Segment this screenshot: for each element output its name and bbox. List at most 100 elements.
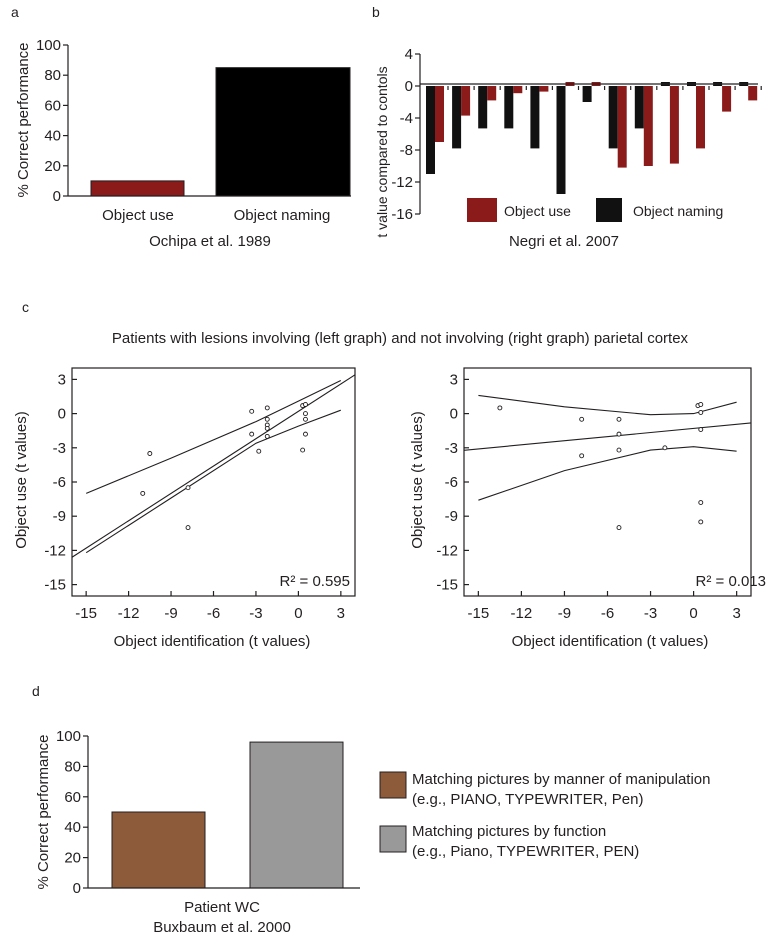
chart-c-left: -15 -12 -9 -6 -3 0 330-3-6-9-12-15 R² = 0.595 … [13,367,356,650]
y-tick-label: -6 [445,474,458,491]
bar-object-use [539,86,549,92]
data-point [616,431,622,437]
chart-b-legend-label-use: Object use [504,203,571,219]
y-tick-label: -8 [400,142,413,159]
chart-a-bars [90,67,351,197]
data-point [300,447,306,453]
y-tick-label: -3 [53,440,66,457]
chart-b-bars [426,82,758,194]
confidence-band-upper [478,394,737,416]
bar-object-naming [215,67,351,197]
chart-b-legend-swatch-use [467,198,497,222]
chart-b-y-ticks: 4 0 -4 -8 -12 -16 [391,46,420,223]
y-tick-label: 100 [36,37,61,54]
data-point [303,411,308,417]
data-point [698,519,704,525]
data-point [140,490,146,496]
bar-object-naming [582,86,592,102]
data-point [579,453,585,459]
y-tick-label: 80 [44,67,61,84]
y-tick-label: 40 [64,819,81,836]
chart-d-y-ticks: 0 20 40 60 80 100 [56,728,88,897]
x-tick-label: 0 [294,605,302,622]
x-tick-label: -15 [468,605,490,622]
regression-line [463,422,752,451]
panel-label-d: d [32,683,40,699]
x-tick-label: 0 [689,605,697,622]
chart-a-x-axis-title: Ochipa et al. 1989 [149,233,271,250]
chart-b-y-axis-title: t value compared to contols [374,66,390,237]
data-point [264,425,270,431]
x-tick-label: -15 [75,605,97,622]
y-tick-label: 0 [53,188,61,205]
y-tick-label: 0 [405,78,413,95]
chart-c-title: Patients with lesions involving (left gr… [112,330,689,347]
chart-a-y-axis-title: % Correct performance [15,42,32,197]
data-point [616,447,622,453]
y-tick-label: -12 [391,174,413,191]
x-tick-label: 3 [337,605,345,622]
y-tick-label: 80 [64,758,81,775]
chart-b-legend-swatch-naming [596,198,622,222]
confidence-band-upper [85,380,342,494]
bar-object-naming [426,86,435,174]
data-point [698,500,704,505]
data-point [662,445,668,451]
data-point [497,405,503,411]
data-point [185,525,191,531]
confidence-band-lower [478,446,737,501]
y-tick-label: -6 [53,474,66,491]
data-point [303,402,308,407]
bar-object-use [669,86,679,164]
data-point [698,427,704,433]
data-point [264,416,270,422]
chart-d-legend-swatch-function [379,825,407,853]
chart-d-bars [111,741,344,889]
bar-object-use [617,86,627,168]
chart-d-x-axis-title-line1: Patient WC [184,899,260,916]
data-point [264,405,270,411]
chart-c-right-ticks: -15 -12 -9 -6 -3 0 3 3 0 -3 -6 -9 -12 -15 [436,371,741,622]
chart-c-left-ticks: -15 -12 -9 -6 -3 0 3 3 0 -3 -6 -9 -12 -15 [44,371,345,622]
data-point [256,448,262,454]
x-tick-label: -12 [511,605,533,622]
chart-d-legend-swatch-manner [379,771,407,799]
bar-object-naming [556,86,566,194]
y-tick-label: -12 [436,542,458,559]
bar-object-use [435,86,444,142]
chart-c-left-r2: R² = 0.595 [280,573,350,590]
chart-a: 0 20 40 60 80 100 Object use Object naming Oc… [15,37,351,250]
data-point [249,408,255,414]
x-tick-label: 3 [732,605,740,622]
y-tick-label: 3 [58,371,66,388]
bar-object-use [748,86,758,101]
data-point [616,525,622,531]
confidence-band-lower [85,409,341,554]
panel-label-b: b [372,4,380,20]
bar-object-naming [608,86,618,149]
y-tick-label: -15 [44,577,66,594]
y-tick-label: -3 [445,440,458,457]
y-tick-label: -12 [44,542,66,559]
chart-c-right: -15 -12 -9 -6 -3 0 330-3-6-9-12-15 R² = 0.013 … [409,367,766,650]
y-tick-label: 20 [64,850,81,867]
y-tick-label: 100 [56,728,81,745]
chart-c-left-y-axis-title: Object use (t values) [13,411,30,549]
data-point [616,416,622,422]
y-tick-label: -9 [445,508,458,525]
bar-object-naming [530,86,540,149]
chart-a-category-label: Object use [102,207,174,224]
bar-object-use [722,86,732,112]
chart-c-right-frame [463,367,752,597]
chart-c-right-points [497,402,704,531]
chart-a-category-label: Object naming [234,207,331,224]
y-tick-label: -15 [436,577,458,594]
bar-object-use [643,86,653,166]
y-tick-label: -16 [391,206,413,223]
data-point [264,433,270,439]
chart-d-x-axis-title-line2: Buxbaum et al. 2000 [153,919,291,936]
bar-object-naming [504,86,514,129]
bar-object-naming [478,86,488,129]
chart-b-legend-label-naming: Object naming [633,203,723,219]
chart-b-x-axis-title: Negri et al. 2007 [509,233,619,250]
